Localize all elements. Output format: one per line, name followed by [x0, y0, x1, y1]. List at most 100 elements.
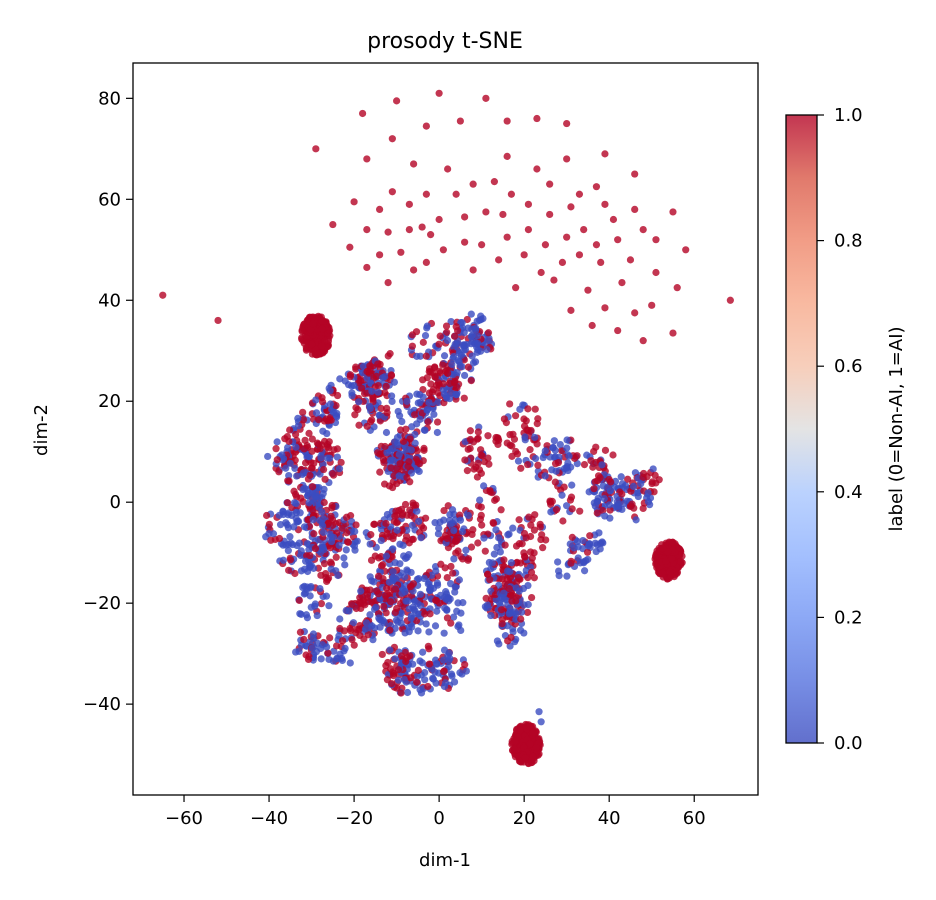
data-point: [590, 485, 598, 493]
arc-point: [410, 160, 418, 168]
data-point: [388, 397, 396, 406]
x-tick-label: 60: [683, 808, 706, 829]
chart-title: prosody t-SNE: [367, 29, 523, 54]
data-point: [346, 624, 354, 633]
data-point: [380, 602, 388, 611]
data-point: [599, 506, 607, 515]
data-point: [388, 392, 396, 400]
data-point: [361, 625, 370, 633]
data-point: [397, 619, 405, 627]
data-point: [433, 418, 442, 426]
data-point: [305, 499, 313, 507]
data-point: [448, 360, 456, 369]
data-point: [591, 539, 599, 547]
data-point: [341, 644, 349, 653]
arc-point: [405, 225, 413, 234]
data-point: [433, 428, 441, 437]
data-point: [467, 543, 476, 551]
data-point: [324, 649, 332, 657]
data-point: [639, 473, 647, 481]
arc-point: [427, 231, 435, 239]
y-tick-label: 40: [98, 290, 121, 311]
data-point: [411, 439, 419, 447]
data-point: [375, 614, 383, 622]
data-point: [483, 346, 491, 354]
data-point: [650, 488, 658, 496]
data-point: [340, 627, 348, 635]
data-point: [367, 531, 375, 539]
data-point: [284, 547, 292, 555]
data-point: [391, 585, 400, 593]
data-point: [574, 554, 582, 562]
data-point: [551, 453, 559, 461]
data-point: [533, 420, 541, 428]
arc-point: [439, 246, 447, 254]
data-point: [403, 473, 411, 482]
data-point: [391, 438, 399, 446]
data-point: [487, 611, 495, 620]
data-point: [299, 469, 308, 477]
cluster-point: [298, 326, 306, 334]
data-point: [423, 405, 431, 414]
data-point: [459, 555, 467, 563]
arc-point: [537, 268, 545, 277]
data-point: [547, 508, 555, 516]
data-point: [568, 505, 576, 513]
data-point: [407, 674, 415, 682]
data-point: [291, 464, 299, 473]
data-point: [469, 359, 478, 367]
data-point: [375, 590, 383, 598]
data-point: [283, 521, 291, 529]
arc-point: [563, 155, 571, 163]
data-point: [624, 475, 632, 483]
data-point: [370, 578, 378, 586]
arc-point: [469, 180, 477, 188]
data-point: [380, 619, 388, 627]
arc-point: [422, 258, 430, 267]
data-point: [344, 538, 352, 546]
data-point: [473, 343, 481, 351]
cluster-point: [521, 754, 529, 762]
data-point: [391, 655, 399, 663]
data-point: [523, 608, 532, 617]
data-point: [632, 516, 640, 524]
data-point: [462, 546, 470, 554]
outlier-point: [535, 708, 543, 716]
data-point: [391, 608, 399, 617]
data-point: [401, 573, 409, 581]
data-point: [346, 659, 354, 667]
data-point: [524, 426, 532, 434]
data-point: [504, 637, 512, 645]
data-point: [319, 515, 327, 523]
data-point: [419, 648, 427, 656]
data-point: [394, 676, 403, 684]
data-point: [573, 537, 582, 546]
data-point: [446, 595, 454, 603]
data-point: [393, 684, 401, 692]
data-point: [264, 452, 272, 461]
data-point: [495, 436, 503, 444]
data-point: [497, 595, 505, 603]
arc-point: [567, 306, 575, 314]
arc-point: [405, 200, 413, 208]
data-point: [265, 520, 273, 528]
data-point: [586, 532, 594, 540]
data-point: [512, 597, 520, 605]
data-point: [401, 500, 410, 509]
data-point: [460, 394, 468, 402]
data-point: [374, 572, 383, 580]
data-point: [505, 585, 513, 593]
data-point: [432, 567, 440, 575]
arc-point: [652, 236, 660, 244]
x-tick-label: 40: [598, 808, 621, 829]
arc-point: [614, 236, 622, 244]
x-tick-label: 0: [433, 808, 444, 829]
arc-point: [435, 89, 443, 97]
data-point: [317, 454, 325, 462]
arc-point: [469, 266, 477, 274]
data-point: [517, 559, 525, 567]
data-point: [436, 369, 444, 377]
arc-point: [512, 284, 520, 292]
arc-point: [609, 215, 618, 224]
